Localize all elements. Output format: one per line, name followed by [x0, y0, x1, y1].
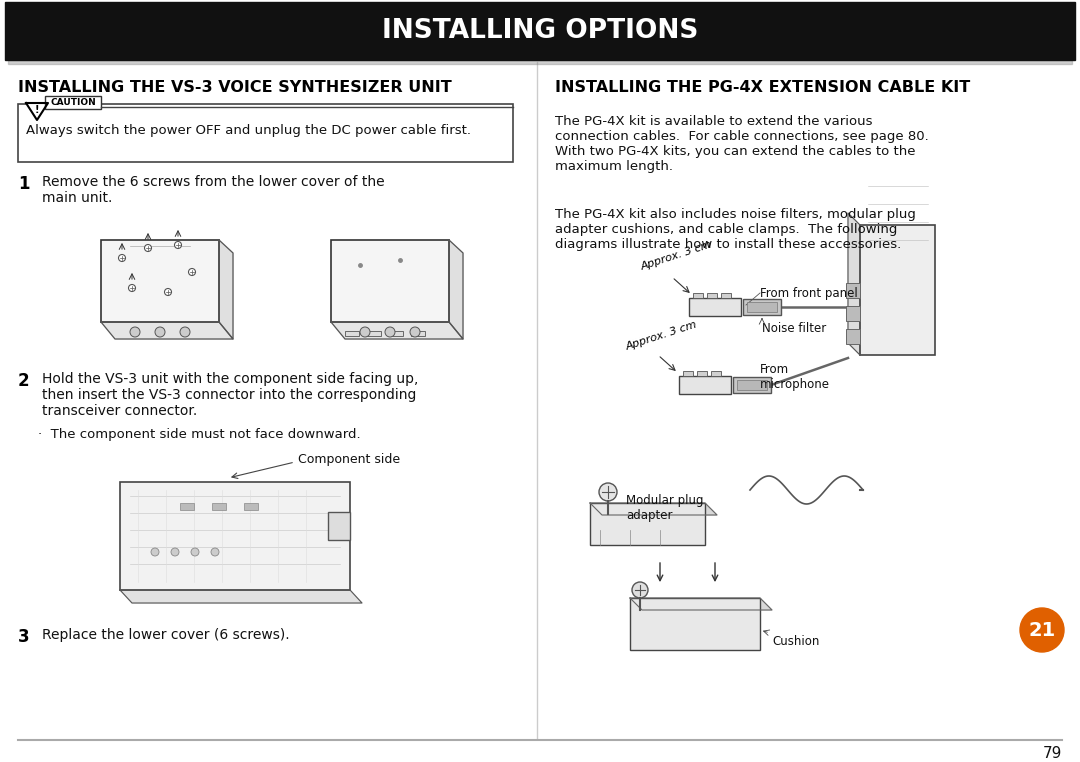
- Bar: [8, 60, 1072, 64]
- Polygon shape: [330, 322, 463, 339]
- Bar: [743, 299, 781, 315]
- Bar: [711, 371, 721, 376]
- Circle shape: [189, 268, 195, 276]
- Circle shape: [119, 255, 125, 261]
- Text: Remove the 6 screws from the lower cover of the
main unit.: Remove the 6 screws from the lower cover…: [42, 175, 384, 205]
- Text: The PG-4X kit also includes noise filters, modular plug
adapter cushions, and ca: The PG-4X kit also includes noise filter…: [555, 208, 916, 251]
- Bar: [328, 512, 350, 540]
- Bar: [180, 503, 194, 510]
- Circle shape: [145, 245, 151, 251]
- Polygon shape: [120, 590, 362, 603]
- Circle shape: [129, 284, 135, 292]
- Text: Approx. 3 cm: Approx. 3 cm: [625, 319, 699, 352]
- Bar: [747, 302, 777, 312]
- Bar: [389, 331, 403, 336]
- Bar: [697, 371, 707, 376]
- Text: 2: 2: [18, 372, 29, 390]
- Text: Approx. 3 cm: Approx. 3 cm: [640, 239, 714, 272]
- Circle shape: [151, 548, 159, 556]
- Circle shape: [180, 327, 190, 337]
- Bar: [683, 371, 693, 376]
- Circle shape: [130, 327, 140, 337]
- Polygon shape: [102, 322, 233, 339]
- Circle shape: [164, 289, 172, 296]
- Bar: [18, 104, 513, 162]
- Bar: [411, 331, 426, 336]
- Bar: [846, 306, 860, 321]
- Bar: [367, 331, 381, 336]
- Bar: [860, 225, 935, 355]
- Bar: [120, 482, 350, 590]
- Circle shape: [211, 548, 219, 556]
- Text: Hold the VS-3 unit with the component side facing up,
then insert the VS-3 conne: Hold the VS-3 unit with the component si…: [42, 372, 418, 418]
- Bar: [721, 293, 731, 298]
- Bar: [733, 377, 771, 393]
- Bar: [45, 96, 102, 109]
- Text: From
microphone: From microphone: [760, 363, 831, 391]
- Text: Replace the lower cover (6 screws).: Replace the lower cover (6 screws).: [42, 628, 289, 642]
- Circle shape: [191, 548, 199, 556]
- Text: Modular plug
adapter: Modular plug adapter: [626, 494, 703, 522]
- Bar: [679, 376, 731, 394]
- Text: 79: 79: [1042, 746, 1062, 761]
- Text: The PG-4X kit is available to extend the various
connection cables.  For cable c: The PG-4X kit is available to extend the…: [555, 115, 929, 173]
- Bar: [244, 503, 258, 510]
- Polygon shape: [219, 240, 233, 339]
- Circle shape: [410, 327, 420, 337]
- Text: Noise filter: Noise filter: [762, 322, 826, 335]
- Circle shape: [599, 483, 617, 501]
- Polygon shape: [590, 503, 717, 515]
- Circle shape: [360, 327, 370, 337]
- Bar: [590, 503, 705, 545]
- Text: Component side: Component side: [298, 453, 400, 466]
- Bar: [630, 598, 760, 650]
- Text: 1: 1: [18, 175, 29, 193]
- Bar: [707, 293, 717, 298]
- Bar: [212, 503, 226, 510]
- Polygon shape: [26, 103, 48, 120]
- Polygon shape: [630, 598, 772, 610]
- Text: From front panel: From front panel: [760, 287, 858, 300]
- Polygon shape: [449, 240, 463, 339]
- Text: INSTALLING THE VS-3 VOICE SYNTHESIZER UNIT: INSTALLING THE VS-3 VOICE SYNTHESIZER UN…: [18, 80, 451, 95]
- Bar: [737, 380, 767, 390]
- Text: Cushion: Cushion: [772, 635, 820, 648]
- Bar: [345, 331, 359, 336]
- Bar: [102, 240, 219, 322]
- Text: 21: 21: [1028, 620, 1055, 639]
- Bar: [330, 240, 449, 322]
- Text: INSTALLING THE PG-4X EXTENSION CABLE KIT: INSTALLING THE PG-4X EXTENSION CABLE KIT: [555, 80, 970, 95]
- Circle shape: [384, 327, 395, 337]
- Circle shape: [1020, 608, 1064, 652]
- Bar: [846, 329, 860, 344]
- Circle shape: [156, 327, 165, 337]
- Bar: [689, 298, 741, 316]
- Circle shape: [632, 582, 648, 598]
- Text: INSTALLING OPTIONS: INSTALLING OPTIONS: [382, 18, 698, 44]
- Polygon shape: [848, 213, 860, 355]
- Circle shape: [175, 242, 181, 248]
- Circle shape: [171, 548, 179, 556]
- Text: CAUTION: CAUTION: [50, 98, 96, 107]
- Text: 3: 3: [18, 628, 29, 646]
- Text: !: !: [35, 105, 39, 115]
- Bar: [5, 2, 1075, 60]
- Bar: [846, 283, 860, 298]
- Text: Always switch the power OFF and unplug the DC power cable first.: Always switch the power OFF and unplug t…: [26, 124, 471, 137]
- Text: ·  The component side must not face downward.: · The component side must not face downw…: [38, 428, 361, 441]
- Bar: [693, 293, 703, 298]
